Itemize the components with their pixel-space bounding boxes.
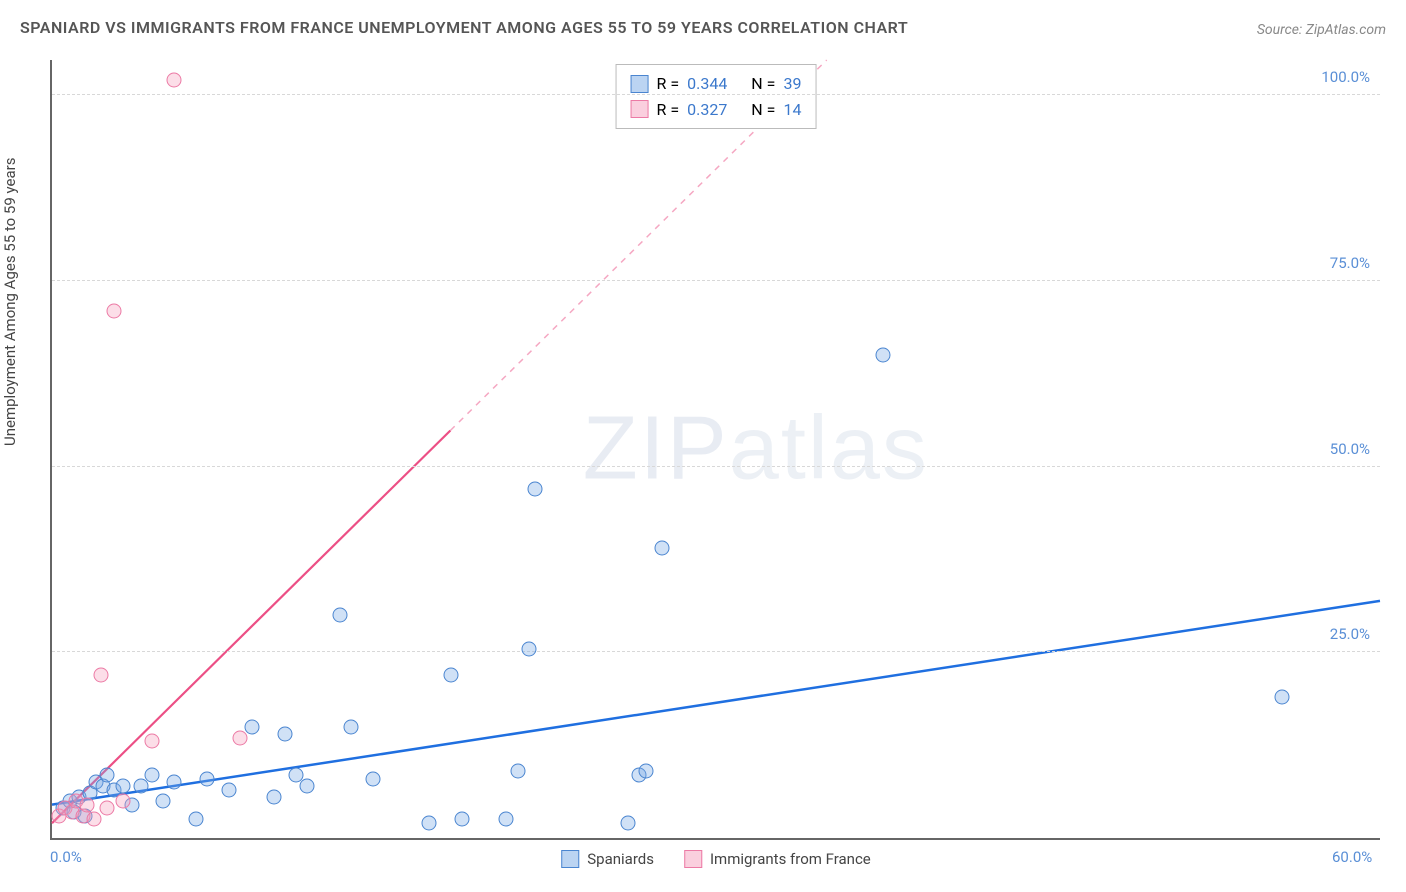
data-point xyxy=(499,812,514,827)
data-point xyxy=(528,481,543,496)
data-point xyxy=(366,771,381,786)
n-value: 14 xyxy=(783,97,801,123)
data-point xyxy=(133,779,148,794)
y-axis-label: Unemployment Among Ages 55 to 59 years xyxy=(1,158,19,446)
data-point xyxy=(1275,689,1290,704)
plot-area: ZIPatlas R = 0.344 N = 39 R = 0.327 N = … xyxy=(50,60,1380,840)
data-point xyxy=(233,730,248,745)
gridline xyxy=(52,466,1380,467)
data-point xyxy=(521,641,536,656)
data-point xyxy=(144,767,159,782)
data-point xyxy=(244,719,259,734)
data-point xyxy=(333,608,348,623)
bottom-legend: Spaniards Immigrants from France xyxy=(561,850,871,868)
y-tick-label: 25.0% xyxy=(1330,625,1370,643)
data-point xyxy=(277,727,292,742)
data-point xyxy=(100,801,115,816)
data-point xyxy=(344,719,359,734)
data-point xyxy=(189,812,204,827)
x-tick-label: 0.0% xyxy=(50,848,82,866)
gridline xyxy=(52,94,1380,95)
data-point xyxy=(876,348,891,363)
n-value: 39 xyxy=(783,71,801,97)
data-point xyxy=(93,667,108,682)
legend-item: Spaniards xyxy=(561,850,654,868)
data-point xyxy=(166,73,181,88)
correlation-box: R = 0.344 N = 39 R = 0.327 N = 14 xyxy=(616,64,817,129)
data-point xyxy=(115,779,130,794)
legend-swatch-icon xyxy=(631,100,649,118)
data-point xyxy=(421,816,436,831)
data-point xyxy=(266,790,281,805)
data-point xyxy=(222,782,237,797)
source-label: Source: xyxy=(1257,22,1302,38)
data-point xyxy=(455,812,470,827)
y-tick-label: 50.0% xyxy=(1330,440,1370,458)
data-point xyxy=(155,793,170,808)
legend-item: Immigrants from France xyxy=(684,850,871,868)
legend-swatch-icon xyxy=(684,850,702,868)
data-point xyxy=(621,816,636,831)
correlation-row: R = 0.344 N = 39 xyxy=(631,71,802,97)
n-label: N = xyxy=(751,71,775,97)
chart-source: Source: ZipAtlas.com xyxy=(1257,22,1386,38)
source-value: ZipAtlas.com xyxy=(1306,22,1386,38)
data-point xyxy=(510,764,525,779)
chart-container: SPANIARD VS IMMIGRANTS FROM FRANCE UNEMP… xyxy=(0,0,1406,892)
gridline xyxy=(52,651,1380,652)
correlation-row: R = 0.327 N = 14 xyxy=(631,97,802,123)
y-tick-label: 100.0% xyxy=(1321,68,1370,86)
r-value: 0.327 xyxy=(687,97,727,123)
gridline xyxy=(52,280,1380,281)
data-point xyxy=(166,775,181,790)
data-point xyxy=(444,667,459,682)
data-point xyxy=(200,771,215,786)
r-label: R = xyxy=(657,71,680,97)
data-point xyxy=(107,303,122,318)
data-point xyxy=(654,541,669,556)
x-tick-label: 60.0% xyxy=(1332,848,1372,866)
legend-label: Spaniards xyxy=(587,850,654,868)
r-label: R = xyxy=(657,97,680,123)
data-point xyxy=(144,734,159,749)
data-point xyxy=(87,812,102,827)
data-point xyxy=(299,779,314,794)
data-point xyxy=(100,767,115,782)
legend-swatch-icon xyxy=(561,850,579,868)
r-value: 0.344 xyxy=(687,71,727,97)
data-point xyxy=(639,764,654,779)
chart-title: SPANIARD VS IMMIGRANTS FROM FRANCE UNEMP… xyxy=(20,18,908,37)
n-label: N = xyxy=(751,97,775,123)
legend-label: Immigrants from France xyxy=(710,850,871,868)
legend-swatch-icon xyxy=(631,75,649,93)
y-tick-label: 75.0% xyxy=(1330,254,1370,272)
data-point xyxy=(80,797,95,812)
data-point xyxy=(115,793,130,808)
